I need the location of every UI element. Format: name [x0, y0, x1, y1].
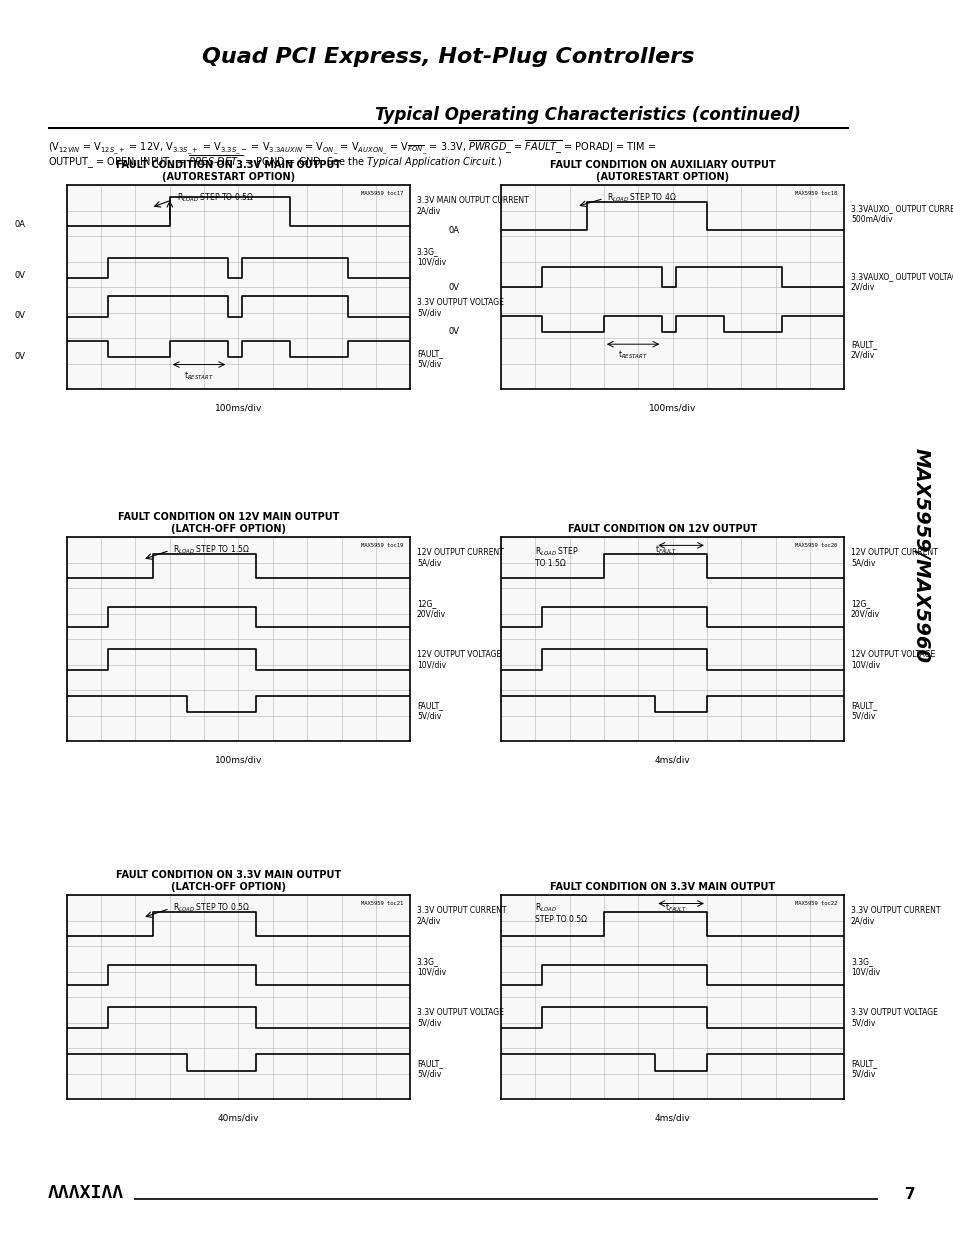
- Text: 3.3V MAIN OUTPUT CURRENT
2A/div: 3.3V MAIN OUTPUT CURRENT 2A/div: [416, 196, 528, 215]
- Text: t$_{RESTART}$: t$_{RESTART}$: [618, 348, 647, 361]
- Text: 40ms/div: 40ms/div: [217, 1114, 259, 1123]
- Text: MAX5959 toc18: MAX5959 toc18: [795, 191, 837, 196]
- Text: t$_{FAULT}$: t$_{FAULT}$: [664, 902, 686, 914]
- Text: 0V: 0V: [14, 311, 26, 320]
- Text: R$_{LOAD}$ STEP TO 0.5Ω: R$_{LOAD}$ STEP TO 0.5Ω: [176, 191, 253, 204]
- Text: 7: 7: [904, 1187, 915, 1202]
- Text: FAULT CONDITION ON 3.3V MAIN OUTPUT: FAULT CONDITION ON 3.3V MAIN OUTPUT: [550, 882, 775, 892]
- Text: 3.3V OUTPUT VOLTAGE
5V/div: 3.3V OUTPUT VOLTAGE 5V/div: [416, 298, 503, 317]
- Text: Typical Operating Characteristics (continued): Typical Operating Characteristics (conti…: [375, 105, 801, 124]
- Text: FAULT CONDITION ON 3.3V MAIN OUTPUT
(AUTORESTART OPTION): FAULT CONDITION ON 3.3V MAIN OUTPUT (AUT…: [116, 161, 341, 182]
- Text: R$_{LOAD}$ STEP TO 0.5Ω: R$_{LOAD}$ STEP TO 0.5Ω: [173, 902, 250, 914]
- Text: R$_{LOAD}$ STEP
TO 1.5Ω: R$_{LOAD}$ STEP TO 1.5Ω: [535, 546, 578, 568]
- Text: FAULT_
5V/div: FAULT_ 5V/div: [416, 350, 442, 368]
- Text: 12V OUTPUT VOLTAGE
10V/div: 12V OUTPUT VOLTAGE 10V/div: [850, 650, 934, 669]
- Text: MAX5959 toc22: MAX5959 toc22: [795, 902, 837, 906]
- Text: 3.3V OUTPUT VOLTAGE
5V/div: 3.3V OUTPUT VOLTAGE 5V/div: [416, 1008, 503, 1028]
- Text: Quad PCI Express, Hot-Plug Controllers: Quad PCI Express, Hot-Plug Controllers: [202, 47, 694, 67]
- Text: MAX5959/MAX5960: MAX5959/MAX5960: [910, 448, 929, 663]
- Text: FAULT CONDITION ON 3.3V MAIN OUTPUT
(LATCH-OFF OPTION): FAULT CONDITION ON 3.3V MAIN OUTPUT (LAT…: [116, 871, 341, 892]
- Text: R$_{LOAD}$
STEP TO 0.5Ω: R$_{LOAD}$ STEP TO 0.5Ω: [535, 902, 587, 924]
- Text: 0V: 0V: [448, 327, 459, 336]
- Text: t$_{FAULT}$: t$_{FAULT}$: [654, 543, 676, 556]
- Text: MAX5959 toc21: MAX5959 toc21: [361, 902, 403, 906]
- Text: FAULT CONDITION ON 12V MAIN OUTPUT
(LATCH-OFF OPTION): FAULT CONDITION ON 12V MAIN OUTPUT (LATC…: [118, 513, 339, 534]
- Text: 4ms/div: 4ms/div: [654, 756, 690, 764]
- Text: R$_{LOAD}$ STEP TO 1.5Ω: R$_{LOAD}$ STEP TO 1.5Ω: [173, 543, 250, 556]
- Text: OUTPUT$\_$ = OPEN, INPUT$\_$ = $\overline{PRES\text{-}DET\_}$ = PGND = GND. See : OUTPUT$\_$ = OPEN, INPUT$\_$ = $\overlin…: [48, 153, 501, 170]
- Text: 3.3VAUXO_ OUTPUT VOLTAGE
2V/div: 3.3VAUXO_ OUTPUT VOLTAGE 2V/div: [850, 273, 953, 291]
- Text: MAX5959 toc17: MAX5959 toc17: [361, 191, 403, 196]
- Text: FAULT_
5V/div: FAULT_ 5V/div: [850, 1060, 876, 1078]
- Text: FAULT_
2V/div: FAULT_ 2V/div: [850, 341, 876, 359]
- Text: FAULT_
5V/div: FAULT_ 5V/div: [416, 1060, 442, 1078]
- Text: 100ms/div: 100ms/div: [214, 404, 262, 412]
- Text: 100ms/div: 100ms/div: [648, 404, 696, 412]
- Text: t$_{RESTART}$: t$_{RESTART}$: [184, 369, 213, 382]
- Text: 0A: 0A: [448, 226, 459, 235]
- Text: 3.3G_
10V/div: 3.3G_ 10V/div: [416, 247, 446, 267]
- Text: 0V: 0V: [14, 272, 26, 280]
- Text: 3.3V OUTPUT CURRENT
2A/div: 3.3V OUTPUT CURRENT 2A/div: [416, 906, 506, 925]
- Text: 12G_
20V/div: 12G_ 20V/div: [416, 599, 446, 619]
- Text: 3.3G_
10V/div: 3.3G_ 10V/div: [416, 957, 446, 977]
- Text: MAX5959 toc19: MAX5959 toc19: [361, 543, 403, 548]
- Text: FAULT_
5V/div: FAULT_ 5V/div: [416, 701, 442, 720]
- Text: R$_{LOAD}$ STEP TO 4Ω: R$_{LOAD}$ STEP TO 4Ω: [607, 191, 677, 204]
- Text: 12V OUTPUT VOLTAGE
10V/div: 12V OUTPUT VOLTAGE 10V/div: [416, 650, 500, 669]
- Text: 4ms/div: 4ms/div: [654, 1114, 690, 1123]
- Text: FAULT_
5V/div: FAULT_ 5V/div: [850, 701, 876, 720]
- Text: FAULT CONDITION ON 12V OUTPUT: FAULT CONDITION ON 12V OUTPUT: [568, 524, 757, 534]
- Text: MAX5959 toc20: MAX5959 toc20: [795, 543, 837, 548]
- Text: 0V: 0V: [448, 283, 459, 291]
- Text: 3.3V OUTPUT CURRENT
2A/div: 3.3V OUTPUT CURRENT 2A/div: [850, 906, 940, 925]
- Text: ΛΛΛXIΛΛ: ΛΛΛXIΛΛ: [48, 1183, 124, 1202]
- Text: (V$_{12VIN}$ = V$_{12S\_+}$ = 12V, V$_{3.3S\_+}$ = V$_{3.3S\_-}$ = V$_{3.3AUXIN}: (V$_{12VIN}$ = V$_{12S\_+}$ = 12V, V$_{3…: [48, 138, 656, 156]
- Text: 3.3VAUXO_ OUTPUT CURRENT
500mA/div: 3.3VAUXO_ OUTPUT CURRENT 500mA/div: [850, 205, 953, 224]
- Text: 12V OUTPUT CURRENT
5A/div: 12V OUTPUT CURRENT 5A/div: [416, 548, 503, 567]
- Text: 0A: 0A: [14, 221, 26, 230]
- Text: 100ms/div: 100ms/div: [214, 756, 262, 764]
- Text: FAULT CONDITION ON AUXILIARY OUTPUT
(AUTORESTART OPTION): FAULT CONDITION ON AUXILIARY OUTPUT (AUT…: [550, 161, 775, 182]
- Text: 0V: 0V: [14, 352, 26, 361]
- Text: 12V OUTPUT CURRENT
5A/div: 12V OUTPUT CURRENT 5A/div: [850, 548, 937, 567]
- Text: 3.3V OUTPUT VOLTAGE
5V/div: 3.3V OUTPUT VOLTAGE 5V/div: [850, 1008, 937, 1028]
- Text: 3.3G_
10V/div: 3.3G_ 10V/div: [850, 957, 880, 977]
- Text: 12G_
20V/div: 12G_ 20V/div: [850, 599, 880, 619]
